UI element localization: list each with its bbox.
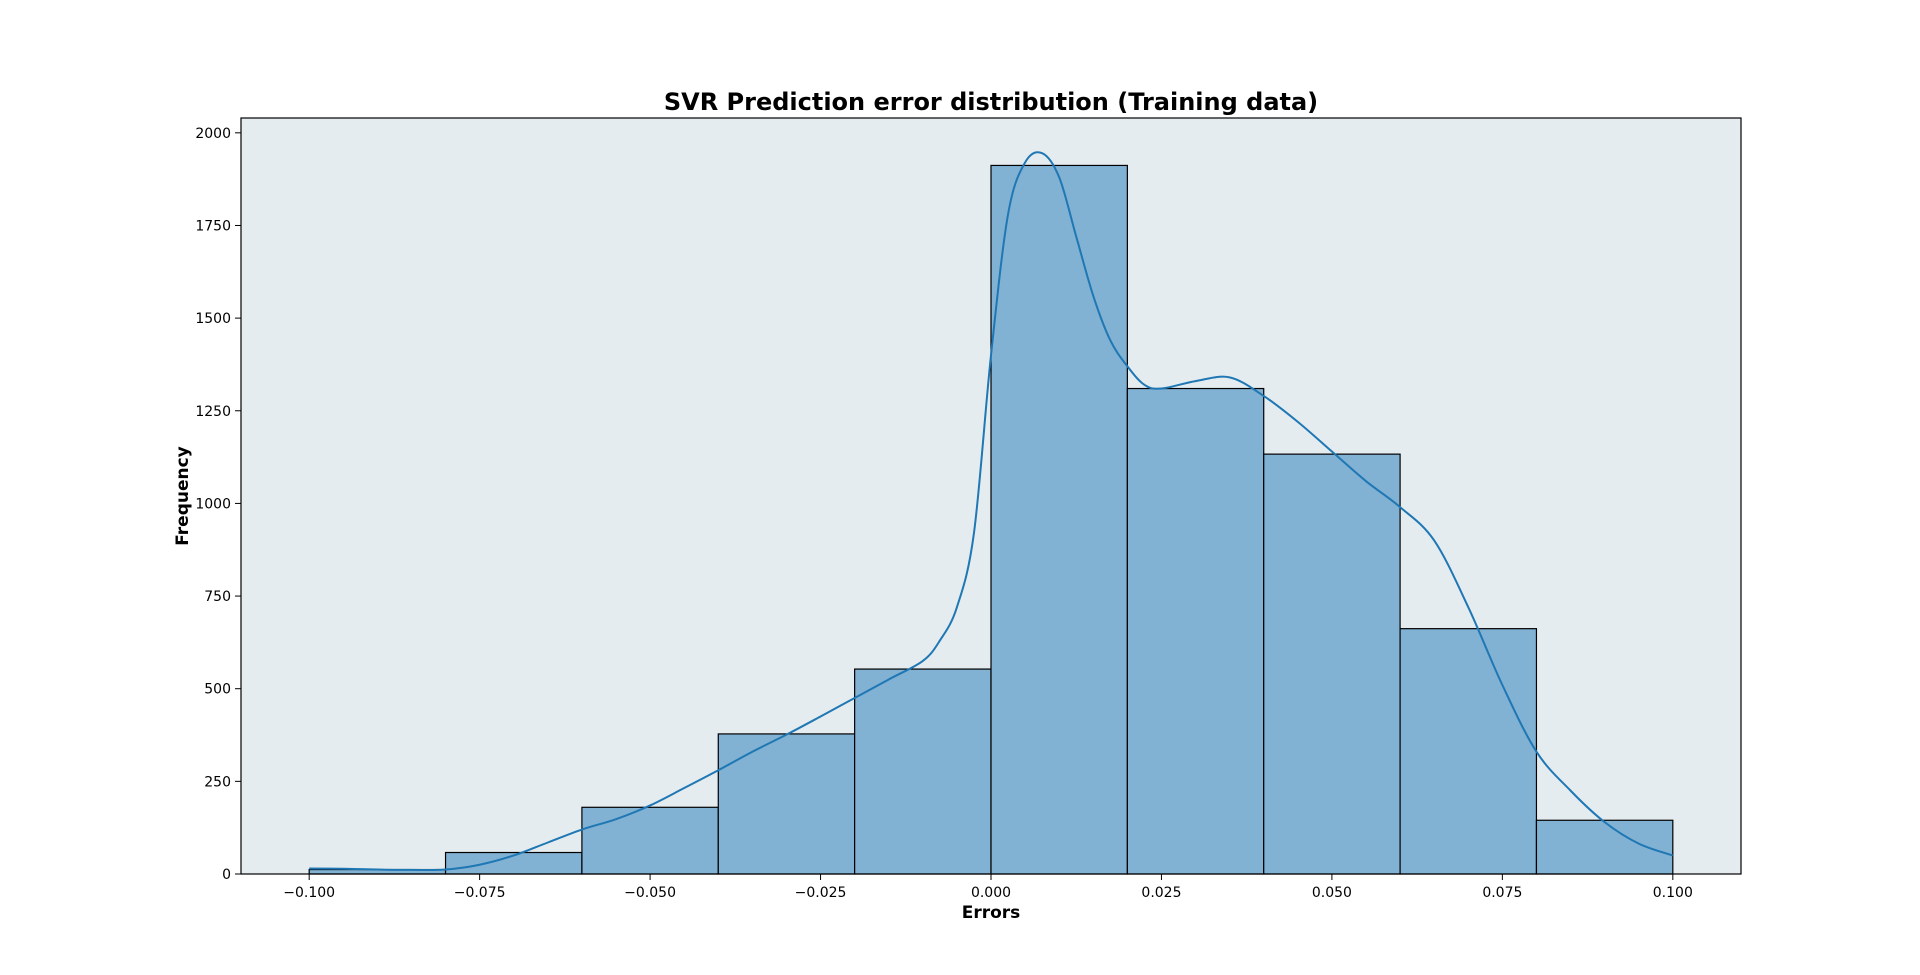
histogram-bar bbox=[581, 806, 719, 875]
histogram-bar bbox=[1263, 453, 1401, 875]
y-tick-label: 500 bbox=[204, 682, 231, 698]
x-tick-label: −0.050 bbox=[624, 885, 676, 901]
y-tick-label: 0 bbox=[222, 867, 231, 883]
x-tick-label: −0.025 bbox=[795, 885, 847, 901]
histogram-bar bbox=[1399, 628, 1538, 875]
x-tick-label: −0.100 bbox=[283, 885, 335, 901]
chart-title: SVR Prediction error distribution (Train… bbox=[664, 88, 1318, 116]
y-tick-label: 1250 bbox=[195, 404, 231, 420]
histogram-bars bbox=[308, 164, 1674, 875]
kde-density-curve bbox=[309, 151, 1674, 872]
histogram-bar bbox=[1535, 819, 1674, 875]
y-axis: 0 250 500 750 1000 1250 1500 1750 2000 bbox=[195, 126, 241, 883]
x-tick-label: 0.000 bbox=[971, 885, 1011, 901]
x-tick-label: 0.050 bbox=[1312, 885, 1352, 901]
x-axis-label: Errors bbox=[962, 903, 1021, 923]
histogram-bar bbox=[1126, 387, 1265, 875]
x-tick-label: 0.075 bbox=[1482, 885, 1522, 901]
y-tick-label: 2000 bbox=[195, 126, 231, 142]
y-tick-label: 1750 bbox=[195, 218, 231, 234]
histogram-bar bbox=[854, 668, 992, 875]
histogram-bar bbox=[990, 164, 1128, 875]
y-axis-label: Frequency bbox=[173, 446, 193, 546]
x-tick-label: 0.100 bbox=[1653, 885, 1693, 901]
y-tick-label: 1500 bbox=[195, 311, 231, 327]
y-tick-label: 750 bbox=[204, 589, 231, 605]
x-tick-label: 0.025 bbox=[1141, 885, 1181, 901]
y-tick-label: 1000 bbox=[195, 496, 231, 512]
histogram-bar bbox=[717, 733, 856, 875]
x-axis: −0.100 −0.075 −0.050 −0.025 0.000 0.025 0.050 0… bbox=[283, 874, 1693, 901]
x-tick-label: −0.075 bbox=[454, 885, 506, 901]
y-tick-label: 250 bbox=[204, 774, 231, 790]
